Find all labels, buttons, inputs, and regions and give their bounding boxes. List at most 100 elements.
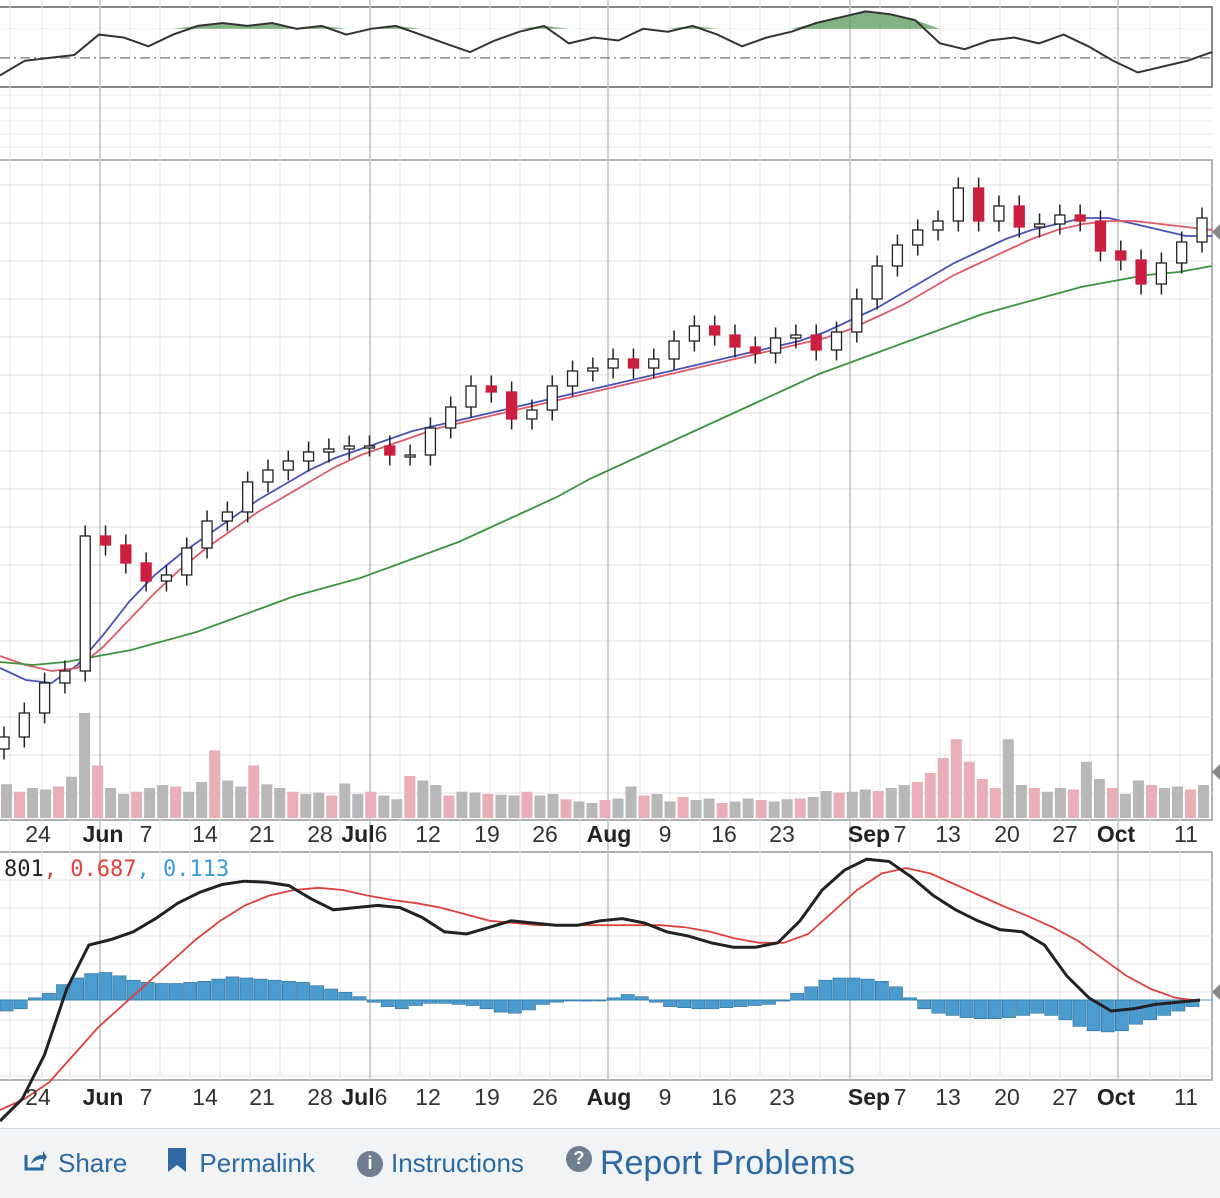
candle-body bbox=[1074, 214, 1086, 222]
volume-bar bbox=[66, 776, 78, 818]
candle-body bbox=[566, 370, 579, 387]
macd-histogram-bar bbox=[1058, 999, 1073, 1021]
permalink-button[interactable]: Permalink bbox=[165, 1146, 315, 1181]
candle-body bbox=[1196, 217, 1208, 243]
x-tick-label: 16 bbox=[711, 821, 737, 847]
x-tick-label: 12 bbox=[415, 1084, 441, 1110]
candle-body bbox=[404, 454, 416, 458]
candle-body bbox=[607, 358, 619, 369]
volume-bar bbox=[690, 800, 702, 818]
x-tick-label: 24 bbox=[25, 821, 51, 847]
candle-body bbox=[465, 385, 477, 408]
volume-bar bbox=[118, 794, 130, 818]
volume-bar bbox=[274, 788, 286, 818]
macd-histogram-bar bbox=[1171, 999, 1186, 1012]
volume-bar bbox=[898, 785, 910, 818]
instructions-button[interactable]: i Instructions bbox=[356, 1148, 524, 1179]
candle-body bbox=[972, 187, 985, 222]
volume-bar bbox=[937, 758, 949, 818]
macd-histogram-bar bbox=[917, 999, 932, 1010]
candle-body bbox=[709, 325, 721, 336]
volume-bar bbox=[404, 776, 416, 818]
volume-bar bbox=[417, 780, 429, 818]
x-tick-label: 7 bbox=[140, 821, 153, 847]
x-tick-label: 27 bbox=[1052, 821, 1078, 847]
x-tick-label: 26 bbox=[532, 1084, 558, 1110]
candle-body bbox=[282, 460, 294, 471]
macd-histogram-bar bbox=[451, 999, 466, 1005]
volume-bar bbox=[755, 800, 767, 818]
volume-bar bbox=[287, 791, 299, 818]
macd-histogram-bar bbox=[27, 997, 42, 1001]
volume-bar bbox=[1106, 788, 1118, 818]
readout-separator: , bbox=[44, 857, 71, 882]
volume-bar bbox=[833, 792, 845, 818]
macd-histogram-bar bbox=[1072, 999, 1087, 1027]
x-tick-label: Sep bbox=[848, 821, 890, 847]
candle-body bbox=[445, 406, 457, 429]
macd-histogram-bar bbox=[705, 999, 720, 1010]
x-tick-label: 6 bbox=[375, 821, 388, 847]
bookmark-icon bbox=[165, 1146, 189, 1181]
macd-readout: 801, 0.687, 0.113 bbox=[4, 857, 229, 882]
volume-bar bbox=[209, 750, 221, 818]
macd-histogram-bar bbox=[154, 983, 169, 1001]
info-icon: i bbox=[356, 1150, 383, 1177]
x-tick-label: 20 bbox=[994, 1084, 1020, 1110]
readout-separator: , bbox=[136, 857, 163, 882]
candle-body bbox=[1176, 241, 1188, 264]
candle-body bbox=[140, 562, 152, 582]
macd-line bbox=[0, 857, 1201, 1123]
share-icon bbox=[22, 1147, 48, 1180]
candle-body bbox=[810, 334, 822, 351]
x-tick-label: 7 bbox=[894, 821, 907, 847]
volume-axis-marker bbox=[1212, 764, 1220, 780]
volume-bar bbox=[729, 801, 741, 818]
candle-body bbox=[668, 340, 680, 360]
macd-histogram-bar bbox=[13, 999, 28, 1010]
volume-bar bbox=[573, 801, 585, 818]
x-tick-label: 28 bbox=[307, 821, 333, 847]
macd-histogram-bar bbox=[973, 999, 988, 1020]
x-tick-label: Sep bbox=[848, 1084, 890, 1110]
volume-bar bbox=[131, 791, 143, 818]
macd-histogram-bar bbox=[507, 999, 522, 1014]
candle-body bbox=[0, 736, 10, 750]
candle-body bbox=[1094, 220, 1107, 252]
macd-histogram-bar bbox=[578, 999, 593, 1002]
share-button[interactable]: Share bbox=[22, 1147, 127, 1180]
candle-body bbox=[546, 385, 558, 411]
volume-bar bbox=[378, 795, 390, 818]
volume-bar bbox=[79, 713, 91, 818]
candle-body bbox=[59, 670, 71, 684]
macd-histogram-bar bbox=[903, 997, 917, 1001]
price-x-axis: 24 Jun 7 14 21 28 Jul 6 12 19 26 Aug 9 16 23 Sep 7 13 20 27… bbox=[25, 821, 1198, 847]
macd-histogram-bar bbox=[1129, 999, 1143, 1025]
volume-bar bbox=[521, 791, 533, 818]
macd-histogram-bar bbox=[874, 980, 889, 1001]
readout-value: 0.113 bbox=[163, 857, 229, 882]
volume-bar bbox=[794, 798, 806, 818]
macd-histogram-bar bbox=[846, 977, 861, 1001]
volume-bar bbox=[872, 791, 884, 818]
macd-histogram-bar bbox=[352, 996, 367, 1001]
price-panel bbox=[0, 177, 1213, 760]
macd-histogram-bar bbox=[296, 982, 310, 1001]
volume-bar bbox=[625, 786, 637, 818]
macd-histogram-bar bbox=[634, 996, 649, 1001]
volume-bar bbox=[40, 789, 52, 818]
x-tick-label: 13 bbox=[935, 821, 961, 847]
macd-histogram-bar bbox=[84, 973, 99, 1001]
volume-bar bbox=[157, 785, 169, 818]
macd-histogram-bar bbox=[338, 991, 353, 1001]
stock-chart: 24 Jun 7 14 21 28 Jul 6 12 19 26 Aug 9 16 23 Sep 7 13 20 27… bbox=[0, 0, 1220, 1123]
macd-histogram-bar bbox=[479, 999, 494, 1010]
x-tick-label: Jul bbox=[341, 821, 374, 847]
macd-histogram-bar bbox=[394, 999, 409, 1010]
volume-panel bbox=[1, 713, 1209, 818]
candle-body bbox=[851, 298, 863, 333]
report-problems-button[interactable]: ? Report Problems bbox=[565, 1144, 855, 1183]
candle-body bbox=[1115, 250, 1127, 261]
candle-body bbox=[201, 520, 213, 549]
x-tick-label: 23 bbox=[769, 1084, 795, 1110]
